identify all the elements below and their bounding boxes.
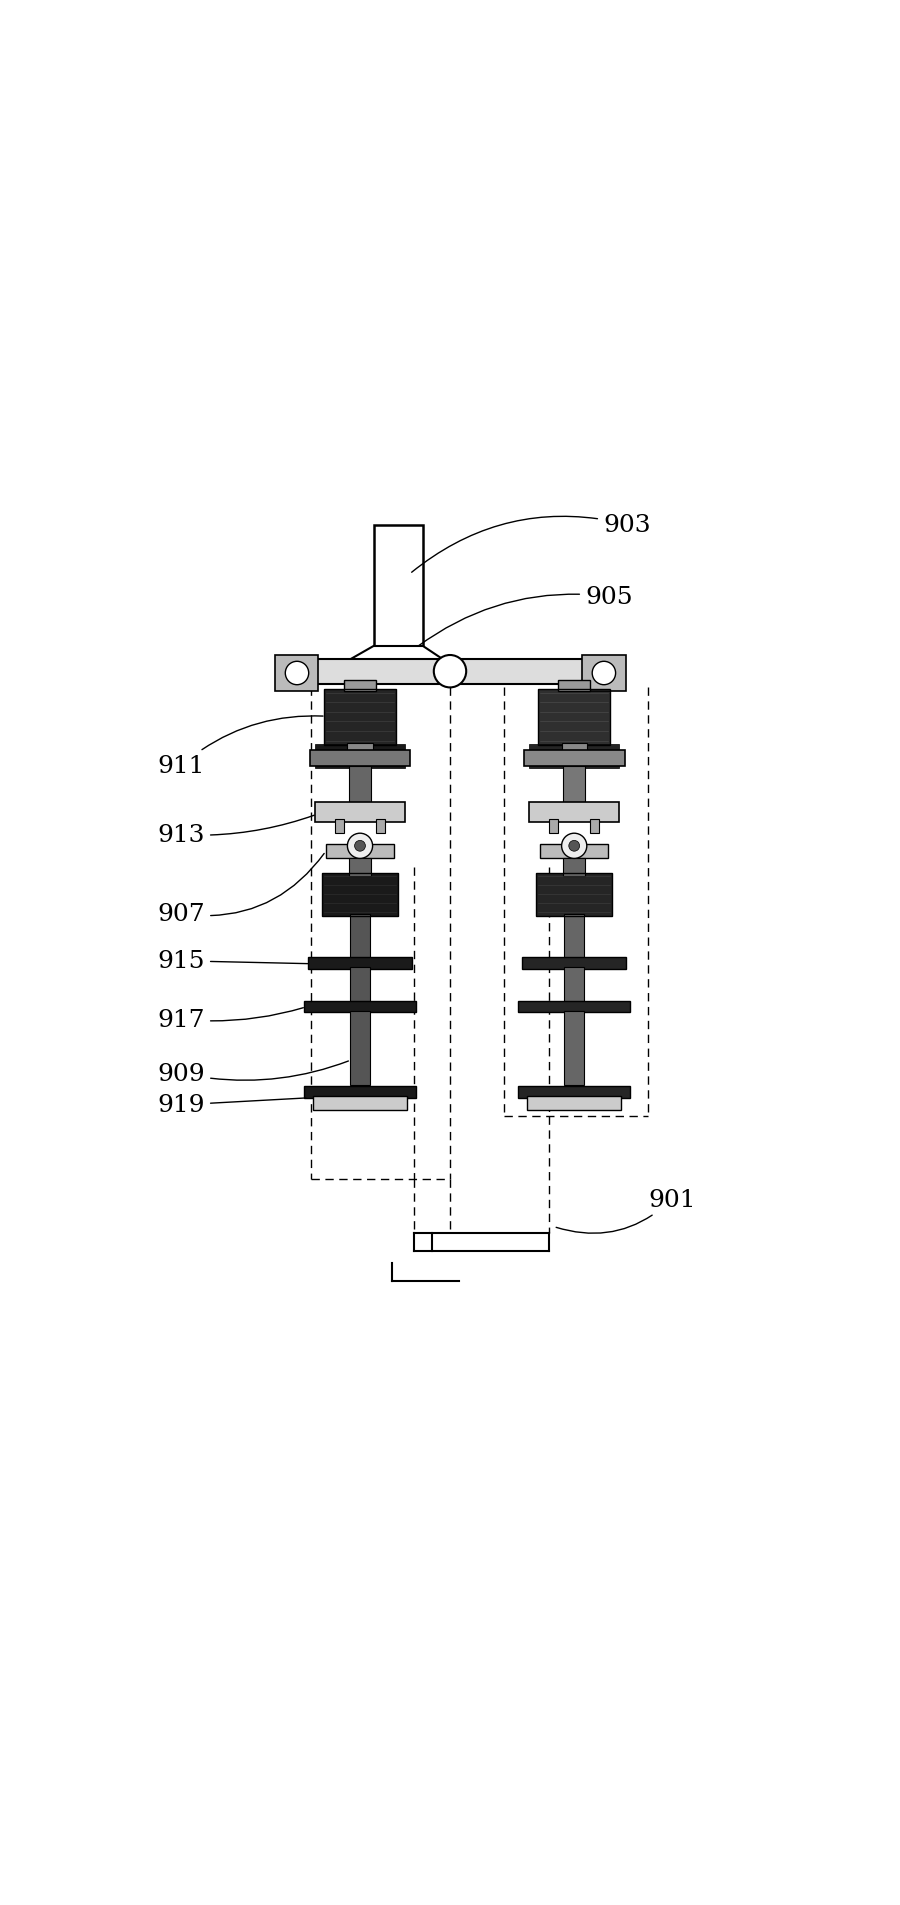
Circle shape (434, 655, 466, 688)
Bar (540, 844, 608, 859)
Bar (590, 819, 599, 834)
Text: 917: 917 (158, 1008, 303, 1031)
Bar (324, 690, 396, 745)
Circle shape (355, 840, 365, 852)
Bar (310, 751, 410, 766)
Bar (308, 958, 412, 970)
Bar (349, 857, 371, 876)
Bar (536, 872, 612, 916)
Bar (322, 872, 398, 916)
Bar (279, 659, 621, 684)
Text: 907: 907 (158, 853, 324, 926)
Text: 903: 903 (411, 514, 651, 573)
Circle shape (592, 661, 616, 686)
Text: 915: 915 (158, 951, 308, 973)
Bar (304, 1086, 416, 1097)
Bar (274, 655, 318, 692)
Bar (350, 914, 370, 960)
Text: 909: 909 (158, 1061, 348, 1086)
Bar (335, 819, 344, 834)
Bar (538, 690, 610, 745)
Bar (558, 680, 590, 692)
Bar (347, 743, 373, 754)
Bar (524, 751, 625, 766)
Bar (522, 958, 626, 970)
Bar (563, 857, 585, 876)
Text: 911: 911 (158, 716, 323, 777)
Bar (376, 819, 385, 834)
Text: 913: 913 (158, 815, 314, 848)
Bar (529, 802, 619, 823)
Circle shape (347, 834, 373, 859)
Bar (324, 690, 396, 745)
Bar (350, 968, 370, 1002)
Text: 919: 919 (158, 1093, 306, 1116)
Bar (582, 655, 626, 692)
Text: 901: 901 (556, 1189, 696, 1234)
Text: 905: 905 (418, 585, 633, 648)
Bar (315, 745, 405, 768)
Bar (549, 819, 558, 834)
Circle shape (285, 661, 309, 686)
Bar (564, 968, 584, 1002)
Bar (527, 1097, 621, 1111)
Circle shape (569, 840, 580, 852)
Bar (562, 743, 587, 754)
Circle shape (562, 834, 587, 859)
Bar (536, 872, 612, 916)
Bar (344, 680, 376, 692)
Bar (315, 802, 405, 823)
Bar (538, 690, 610, 745)
Bar (326, 844, 394, 859)
Polygon shape (374, 526, 423, 646)
Bar (529, 745, 619, 768)
Bar (349, 766, 371, 804)
Bar (350, 1012, 370, 1086)
Bar (564, 914, 584, 960)
Bar (564, 1012, 584, 1086)
Bar (322, 872, 398, 916)
Bar (563, 766, 585, 804)
Bar (313, 1097, 407, 1111)
Bar (304, 1000, 416, 1013)
Bar (518, 1086, 630, 1097)
Bar (518, 1000, 630, 1013)
Polygon shape (342, 646, 450, 665)
